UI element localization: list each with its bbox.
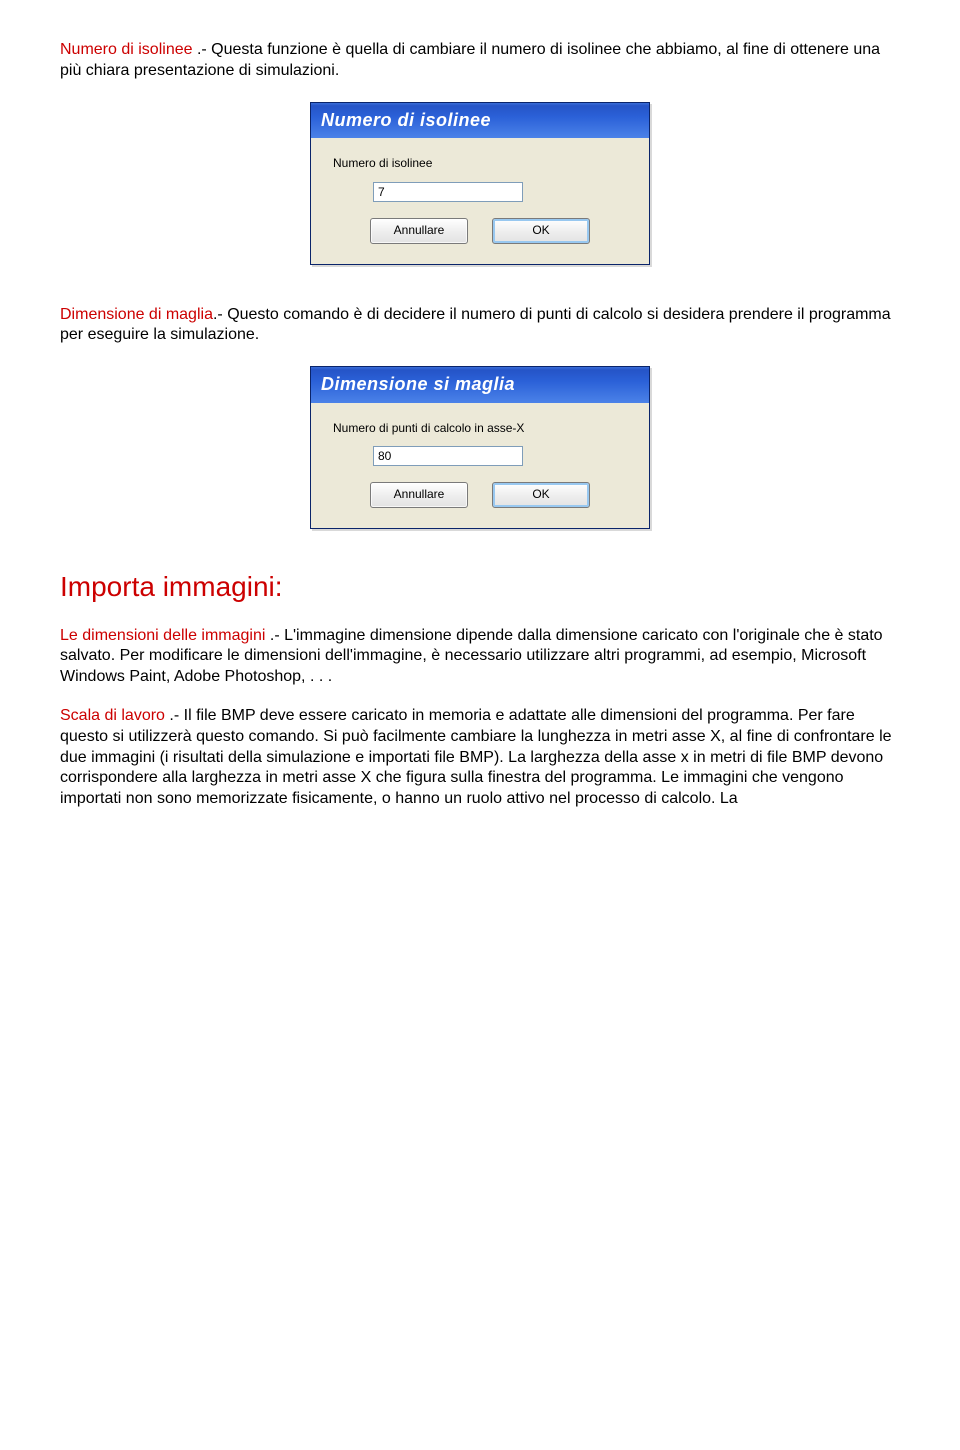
maglia-field-label: Numero di punti di calcolo in asse-X xyxy=(333,421,627,437)
paragraph-isolinee: Numero di isolinee .- Questa funzione è … xyxy=(60,40,900,82)
maglia-ok-button[interactable]: OK xyxy=(492,482,590,508)
paragraph-maglia: Dimensione di maglia.- Questo comando è … xyxy=(60,305,900,347)
maglia-input[interactable] xyxy=(373,446,523,466)
isolinee-input[interactable] xyxy=(373,182,523,202)
isolinee-cancel-button[interactable]: Annullare xyxy=(370,218,468,244)
maglia-button-row: Annullare OK xyxy=(333,482,627,508)
dialog-isolinee: Numero di isolinee Numero di isolinee An… xyxy=(310,102,650,265)
dialog-maglia: Dimensione si maglia Numero di punti di … xyxy=(310,366,650,529)
maglia-cancel-button[interactable]: Annullare xyxy=(370,482,468,508)
section-importa-immagini: Importa immagini: xyxy=(60,569,900,605)
paragraph-scala-lavoro: Scala di lavoro .- Il file BMP deve esse… xyxy=(60,706,900,810)
isolinee-ok-button[interactable]: OK xyxy=(492,218,590,244)
dialog-maglia-wrap: Dimensione si maglia Numero di punti di … xyxy=(310,366,650,529)
dialog-isolinee-body: Numero di isolinee Annullare OK xyxy=(311,138,649,264)
isolinee-field-label: Numero di isolinee xyxy=(333,156,627,172)
term-scala-lavoro: Scala di lavoro xyxy=(60,707,165,724)
dialog-isolinee-titlebar: Numero di isolinee xyxy=(311,103,649,138)
term-isolinee: Numero di isolinee xyxy=(60,41,193,58)
term-maglia: Dimensione di maglia xyxy=(60,306,213,323)
term-dimensioni-immagini: Le dimensioni delle immagini xyxy=(60,627,265,644)
dialog-maglia-titlebar: Dimensione si maglia xyxy=(311,367,649,402)
dialog-maglia-body: Numero di punti di calcolo in asse-X Ann… xyxy=(311,403,649,529)
dialog-isolinee-wrap: Numero di isolinee Numero di isolinee An… xyxy=(310,102,650,265)
isolinee-button-row: Annullare OK xyxy=(333,218,627,244)
paragraph-dimensioni-immagini: Le dimensioni delle immagini .- L'immagi… xyxy=(60,626,900,688)
text-scala-lavoro: .- Il file BMP deve essere caricato in m… xyxy=(60,707,892,807)
